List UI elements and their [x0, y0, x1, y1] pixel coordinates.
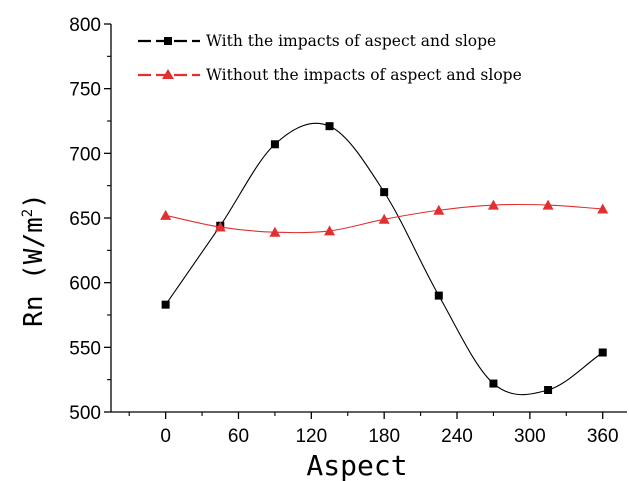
series-2-point-4: [378, 213, 390, 224]
y-axis-title-main: Rn (W/m: [19, 217, 49, 327]
series-2-point-2: [269, 226, 281, 237]
x-tick-label-5: 300: [514, 426, 546, 447]
x-tick-label-0: 0: [160, 426, 171, 447]
legend-marker-1: [164, 37, 172, 45]
y-tick-label-0: 500: [69, 403, 101, 424]
series-2-point-1: [214, 221, 226, 232]
y-tick-label-5: 750: [69, 80, 101, 101]
series-2-point-5: [433, 204, 445, 215]
legend-marker-2: [162, 69, 174, 79]
y-tick-label-6: 800: [69, 15, 101, 36]
y-tick-label-4: 700: [69, 144, 101, 165]
series-1-point-7: [544, 386, 553, 395]
x-tick-label-2: 120: [295, 426, 327, 447]
y-axis-title-sup: 2: [20, 209, 36, 217]
y-tick-label-1: 550: [69, 338, 101, 359]
x-tick-label-1: 60: [228, 426, 249, 447]
series-2-point-8: [597, 203, 609, 214]
y-tick-label-3: 650: [69, 209, 101, 230]
legend: With the impacts of aspect and slope Wit…: [138, 32, 522, 84]
series-2-point-0: [160, 209, 172, 220]
series-layer: [160, 122, 609, 396]
series-1-point-0: [161, 300, 170, 309]
legend-label-1: With the impacts of aspect and slope: [206, 32, 496, 50]
x-axis-title: Aspect: [306, 449, 407, 481]
series-2-point-6: [487, 199, 499, 210]
ticks: 0 60 120 180 240 300 360 500 550 600 650 700 750 800: [69, 15, 618, 447]
series-1-line: [165, 122, 604, 396]
x-tick-label-4: 240: [441, 426, 473, 447]
y-axis-title: Rn (W/m2): [19, 193, 49, 327]
series-1-point-4: [380, 188, 389, 197]
series-1-point-2: [270, 140, 279, 149]
x-tick-label-6: 360: [587, 426, 619, 447]
series-1-point-6: [489, 379, 498, 388]
series-2-point-3: [324, 225, 336, 236]
series-2-point-7: [542, 199, 554, 210]
legend-label-2: Without the impacts of aspect and slope: [206, 66, 522, 84]
y-axis-title-close: ): [19, 193, 49, 209]
x-tick-label-3: 180: [368, 426, 400, 447]
series-1-point-8: [598, 348, 607, 357]
series-1-point-3: [325, 122, 334, 131]
series-1-point-5: [434, 291, 443, 300]
y-tick-label-2: 600: [69, 274, 101, 295]
